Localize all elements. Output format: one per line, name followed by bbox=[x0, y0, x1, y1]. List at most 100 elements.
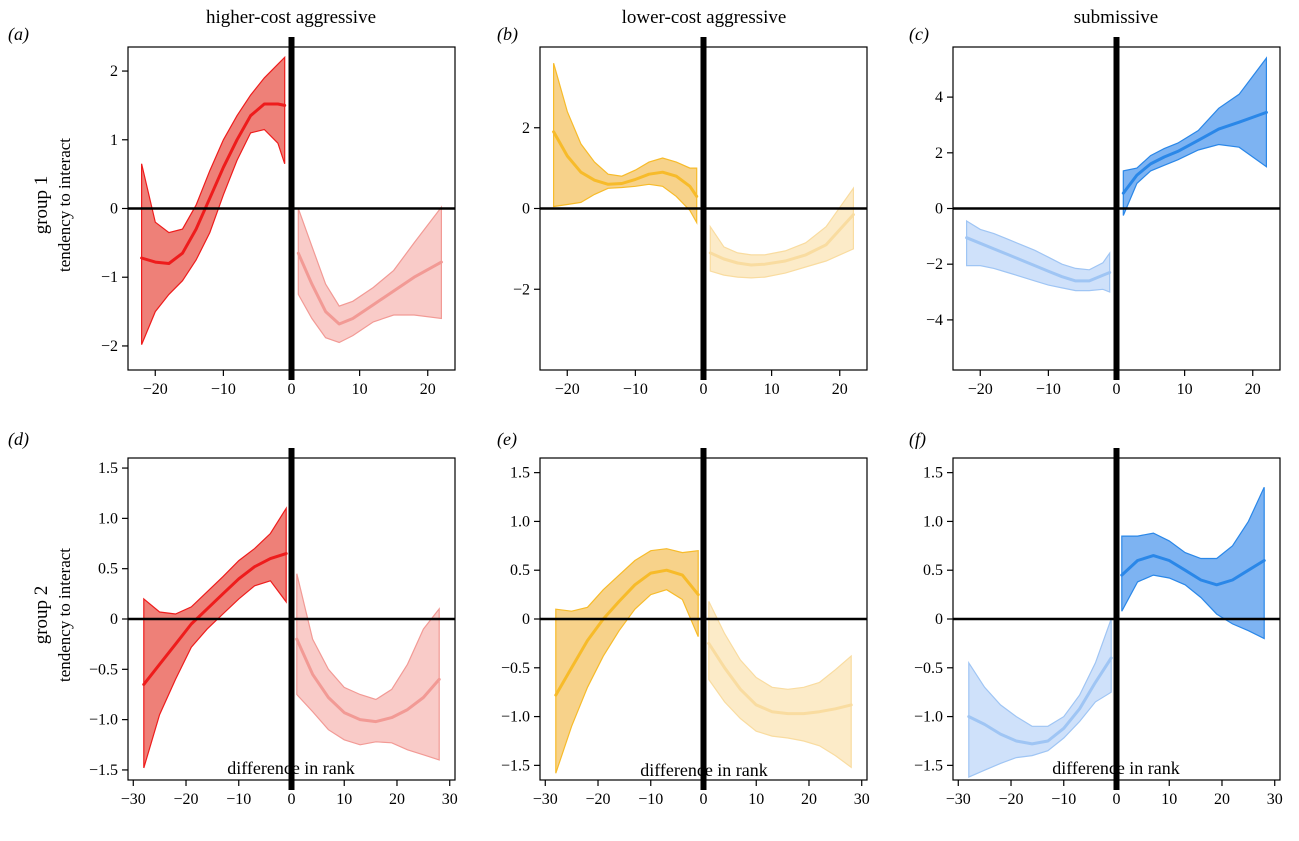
x-tick-label: 10 bbox=[336, 791, 352, 808]
y-tick-label: 0 bbox=[522, 201, 530, 218]
x-tick-label: 30 bbox=[854, 791, 870, 808]
y-tick-label: 2 bbox=[110, 63, 118, 80]
y-tick-label: −0.5 bbox=[914, 660, 943, 677]
plot-area bbox=[142, 506, 441, 769]
row-title-2: group 2 bbox=[31, 586, 52, 645]
plot-area bbox=[552, 63, 855, 279]
x-tick-label: 20 bbox=[420, 381, 436, 398]
y-tick-label: 0 bbox=[935, 611, 943, 628]
x-tick-label: 0 bbox=[288, 791, 296, 808]
confidence-band-positive bbox=[1122, 56, 1267, 216]
confidence-band-negative bbox=[143, 506, 287, 769]
x-tick-label: 20 bbox=[1214, 791, 1230, 808]
y-tick-label: −2 bbox=[926, 256, 943, 273]
column-title-2: lower-cost aggressive bbox=[622, 7, 787, 28]
series-line-negative bbox=[554, 568, 700, 697]
confidence-band-positive bbox=[296, 573, 440, 761]
y-tick-label: 0.5 bbox=[923, 562, 943, 579]
panel-label-b: (b) bbox=[497, 24, 518, 45]
chart-panel-5: −30 −20 −10 0 10 20 30 −1.5 −1.0 −0.5 0 0.5 1.0 1.5 bbox=[501, 448, 870, 808]
confidence-band-negative bbox=[555, 548, 699, 774]
confidence-band-negative bbox=[553, 63, 698, 225]
x-tick-label: 10 bbox=[1177, 381, 1193, 398]
y-tick-label: −1.0 bbox=[89, 712, 118, 729]
series-line-positive bbox=[1120, 554, 1266, 587]
y-tick-label: 1.0 bbox=[923, 513, 943, 530]
panel-label-f: (f) bbox=[909, 429, 926, 450]
y-tick-label: −1.5 bbox=[89, 762, 118, 779]
x-tick-label: −10 bbox=[1036, 381, 1061, 398]
x-tick-label: 0 bbox=[288, 381, 296, 398]
y-tick-label: −1.5 bbox=[914, 757, 943, 774]
y-tick-label: 1.0 bbox=[510, 513, 530, 530]
confidence-band-negative bbox=[968, 618, 1112, 779]
y-tick-label: −1 bbox=[101, 269, 118, 286]
y-tick-label: 2 bbox=[935, 145, 943, 162]
series-line-negative bbox=[140, 102, 287, 265]
confidence-band-positive bbox=[1121, 487, 1265, 640]
series-line-negative bbox=[552, 130, 699, 198]
y-tick-label: −1.5 bbox=[501, 757, 530, 774]
confidence-band-positive bbox=[709, 186, 854, 279]
row-ylabel-2: tendency to interact bbox=[55, 548, 74, 682]
x-tick-label: −10 bbox=[623, 381, 648, 398]
x-tick-label: 20 bbox=[801, 791, 817, 808]
series-line-positive bbox=[295, 637, 441, 724]
plot-area bbox=[140, 55, 443, 345]
chart-panel-4: −30 −20 −10 0 10 20 30 −1.5 −1.0 −0.5 0 0.5 1.0 1.5 bbox=[89, 448, 458, 808]
y-tick-label: 0.5 bbox=[510, 562, 530, 579]
x-tick-label: −30 bbox=[946, 791, 971, 808]
x-tick-label: 0 bbox=[1113, 381, 1121, 398]
x-tick-label: −20 bbox=[999, 791, 1024, 808]
y-tick-label: −1.0 bbox=[501, 709, 530, 726]
x-tick-label: −20 bbox=[174, 791, 199, 808]
y-tick-label: 0 bbox=[522, 611, 530, 628]
confidence-band-positive bbox=[297, 205, 442, 344]
panel-label-d: (d) bbox=[8, 429, 29, 450]
confidence-band-positive bbox=[708, 601, 852, 769]
y-tick-label: −4 bbox=[926, 312, 943, 329]
x-tick-label: 30 bbox=[442, 791, 458, 808]
y-tick-label: 0 bbox=[110, 611, 118, 628]
x-tick-label: −10 bbox=[211, 381, 236, 398]
y-tick-label: 4 bbox=[935, 89, 943, 106]
x-tick-label: −30 bbox=[533, 791, 558, 808]
y-tick-label: 1.5 bbox=[923, 465, 943, 482]
x-tick-label: 0 bbox=[1113, 791, 1121, 808]
x-tick-label: 0 bbox=[700, 381, 708, 398]
x-tick-label: 20 bbox=[389, 791, 405, 808]
chart-panel-6: −30 −20 −10 0 10 20 30 −1.5 −1.0 −0.5 0 0.5 1.0 1.5 bbox=[914, 448, 1283, 808]
panel-label-e: (e) bbox=[497, 429, 517, 450]
y-tick-label: 0 bbox=[935, 201, 943, 218]
x-tick-label: −20 bbox=[555, 381, 580, 398]
plot-area bbox=[965, 56, 1268, 293]
y-tick-label: 0 bbox=[110, 201, 118, 218]
x-tick-label: 10 bbox=[748, 791, 764, 808]
x-tick-label: 0 bbox=[700, 791, 708, 808]
row-ylabel-1: tendency to interact bbox=[55, 138, 74, 272]
x-tick-label: 20 bbox=[832, 381, 848, 398]
x-tick-label: −10 bbox=[638, 791, 663, 808]
series-line-negative bbox=[142, 552, 288, 686]
chart-panel-2: −20 −10 0 10 20−202 bbox=[513, 37, 868, 398]
x-tick-label: −20 bbox=[586, 791, 611, 808]
y-tick-label: −2 bbox=[101, 338, 118, 355]
series-line-negative bbox=[967, 656, 1113, 746]
confidence-band-negative bbox=[141, 55, 286, 345]
x-tick-label: −30 bbox=[121, 791, 146, 808]
y-tick-label: 1.5 bbox=[98, 460, 118, 477]
x-tick-label: 10 bbox=[1161, 791, 1177, 808]
y-tick-label: 1 bbox=[110, 132, 118, 149]
x-tick-label: 10 bbox=[764, 381, 780, 398]
y-tick-label: 2 bbox=[522, 120, 530, 137]
y-tick-label: 0.5 bbox=[98, 561, 118, 578]
y-tick-label: −0.5 bbox=[501, 660, 530, 677]
y-tick-label: −0.5 bbox=[89, 661, 118, 678]
plot-area bbox=[967, 487, 1266, 779]
column-title-1: higher-cost aggressive bbox=[206, 7, 376, 28]
x-tick-label: 10 bbox=[352, 381, 368, 398]
y-tick-label: −1.0 bbox=[914, 709, 943, 726]
